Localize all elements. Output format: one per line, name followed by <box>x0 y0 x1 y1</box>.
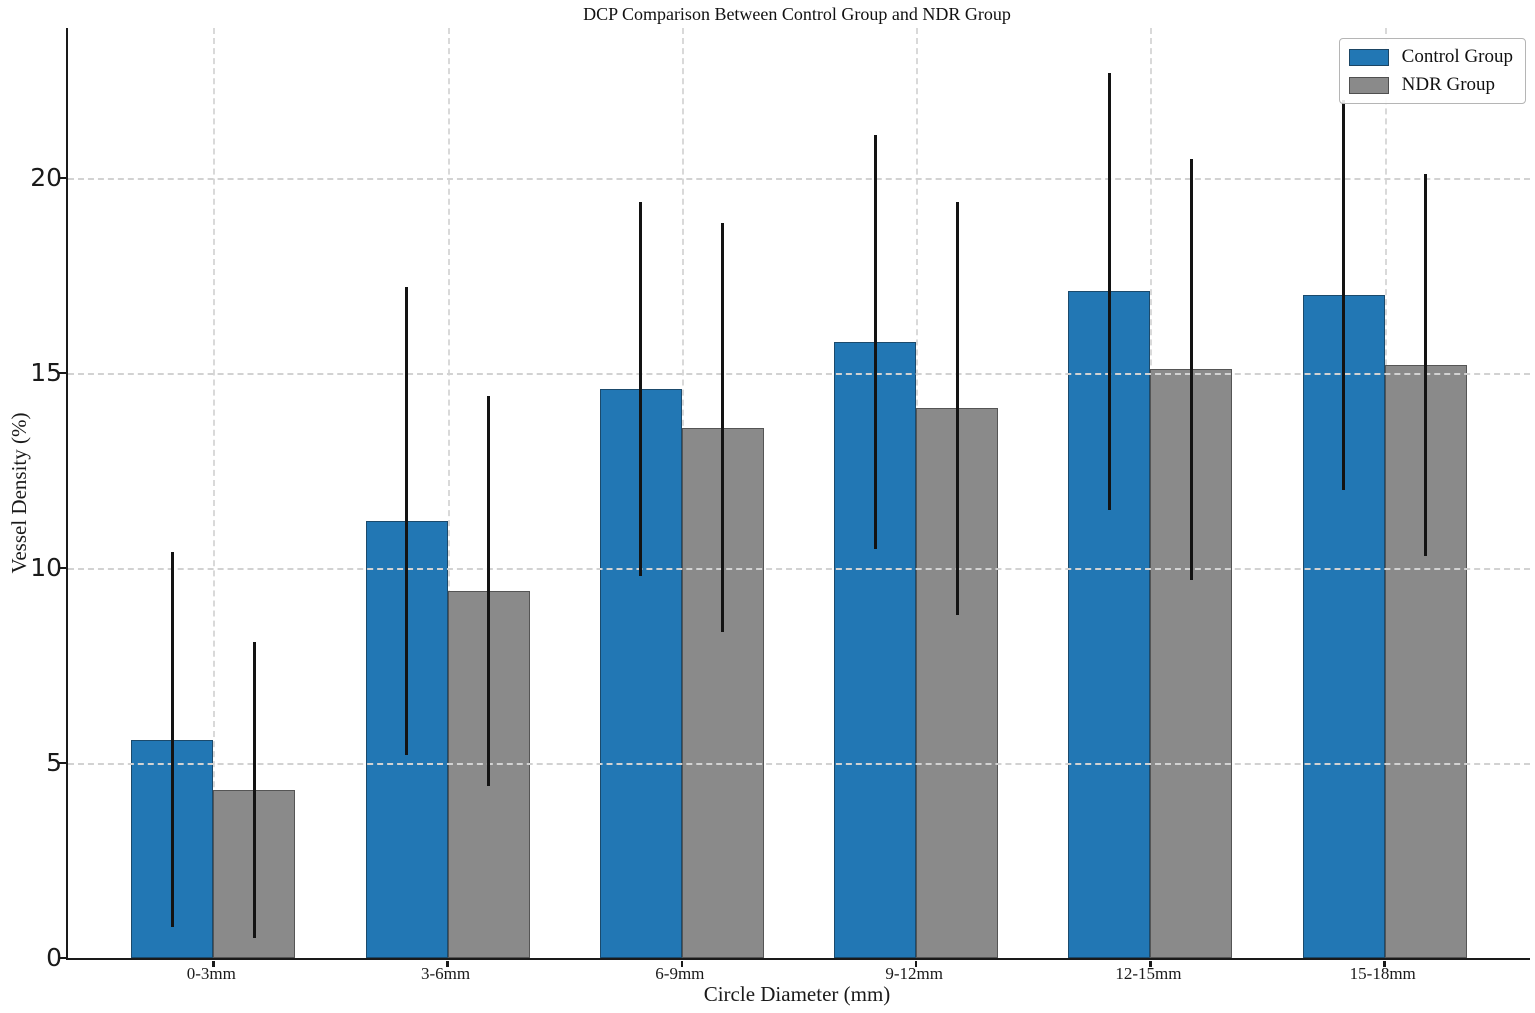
h-gridline-15 <box>68 373 1530 376</box>
y-tick-mark-15 <box>58 371 67 375</box>
x-tick-label-15-18mm: 15-18mm <box>1349 964 1416 983</box>
legend-label-control: Control Group <box>1401 46 1513 67</box>
x-axis-label: Circle Diameter (mm) <box>703 982 891 1006</box>
bar-ndr-6-9mm <box>681 427 764 958</box>
x-tick-mark-12-15mm <box>1149 961 1152 967</box>
error-bar-ndr-15-18mm <box>1424 174 1428 557</box>
legend-label-ndr: NDR Group <box>1401 74 1496 95</box>
x-tick-label-9-12mm: 9-12mm <box>885 964 943 983</box>
y-tick-mark-5 <box>58 761 67 765</box>
y-tick-label-5: 5 <box>46 748 62 778</box>
h-gridline-5 <box>68 763 1530 766</box>
v-gridline-0-3mm <box>213 28 216 958</box>
x-tick-mark-15-18mm <box>1383 961 1386 967</box>
chart-title: DCP Comparison Between Control Group and… <box>583 4 1011 24</box>
error-bar-ndr-9-12mm <box>955 201 959 615</box>
v-gridline-3-6mm <box>447 28 450 958</box>
x-tick-mark-9-12mm <box>914 961 918 967</box>
y-tick-label-20: 20 <box>30 163 62 193</box>
x-tick-mark-3-6mm <box>446 961 449 967</box>
x-tick-label-12-15mm: 12-15mm <box>1115 964 1182 983</box>
error-bar-control-3-6mm <box>405 287 409 756</box>
x-tick-label-0-3mm: 0-3mm <box>186 964 236 983</box>
h-gridline-20 <box>68 178 1530 181</box>
y-tick-label-10: 10 <box>30 553 62 583</box>
error-bar-control-0-3mm <box>170 552 174 927</box>
x-tick-mark-6-9mm <box>680 961 684 967</box>
plot-area <box>58 28 1530 967</box>
legend-item-ndr: NDR Group <box>1348 73 1513 97</box>
y-tick-mark-10 <box>58 566 67 570</box>
x-tick-label-3-6mm: 3-6mm <box>420 964 471 983</box>
error-bar-control-12-15mm <box>1107 72 1111 510</box>
x-tick-label-6-9mm: 6-9mm <box>655 964 705 983</box>
error-bar-ndr-0-3mm <box>252 642 256 939</box>
h-gridline-10 <box>68 568 1530 571</box>
legend-item-control: Control Group <box>1348 45 1513 69</box>
error-bar-control-9-12mm <box>873 135 877 549</box>
error-bar-ndr-6-9mm <box>721 222 725 633</box>
legend-swatch-ndr <box>1348 76 1389 94</box>
y-axis-label: Vessel Density (%) <box>7 412 31 574</box>
error-bar-ndr-3-6mm <box>487 396 491 787</box>
y-tick-label-0: 0 <box>46 943 62 972</box>
y-tick-mark-20 <box>58 176 67 180</box>
error-bar-control-6-9mm <box>639 201 643 576</box>
legend-swatch-control <box>1348 48 1389 66</box>
y-tick-mark-0 <box>58 956 67 960</box>
error-bar-ndr-12-15mm <box>1189 158 1193 580</box>
x-tick-mark-0-3mm <box>212 961 215 967</box>
legend: Control Group NDR Group <box>1338 38 1526 104</box>
error-bar-control-15-18mm <box>1342 100 1346 491</box>
y-tick-label-15: 15 <box>30 358 62 388</box>
